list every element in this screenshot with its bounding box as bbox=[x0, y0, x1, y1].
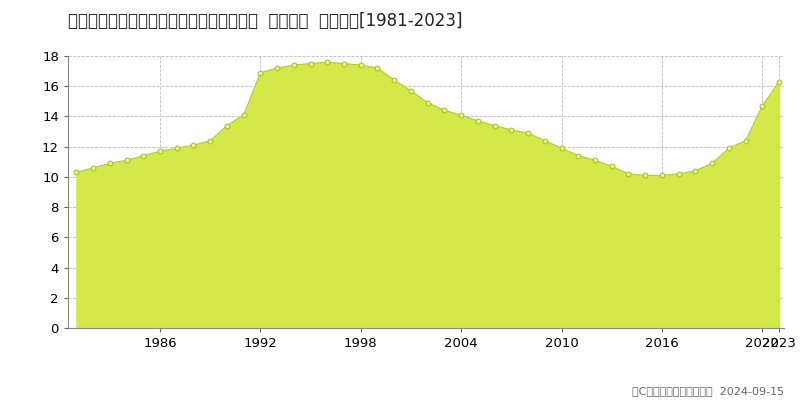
Text: 佐賀県鳥栖市酒井西町字瘤深８３４番１外  地価公示  地価推移[1981-2023]: 佐賀県鳥栖市酒井西町字瘤深８３４番１外 地価公示 地価推移[1981-2023] bbox=[68, 12, 462, 30]
Text: （C）土地価格ドットコム  2024-09-15: （C）土地価格ドットコム 2024-09-15 bbox=[632, 386, 784, 396]
